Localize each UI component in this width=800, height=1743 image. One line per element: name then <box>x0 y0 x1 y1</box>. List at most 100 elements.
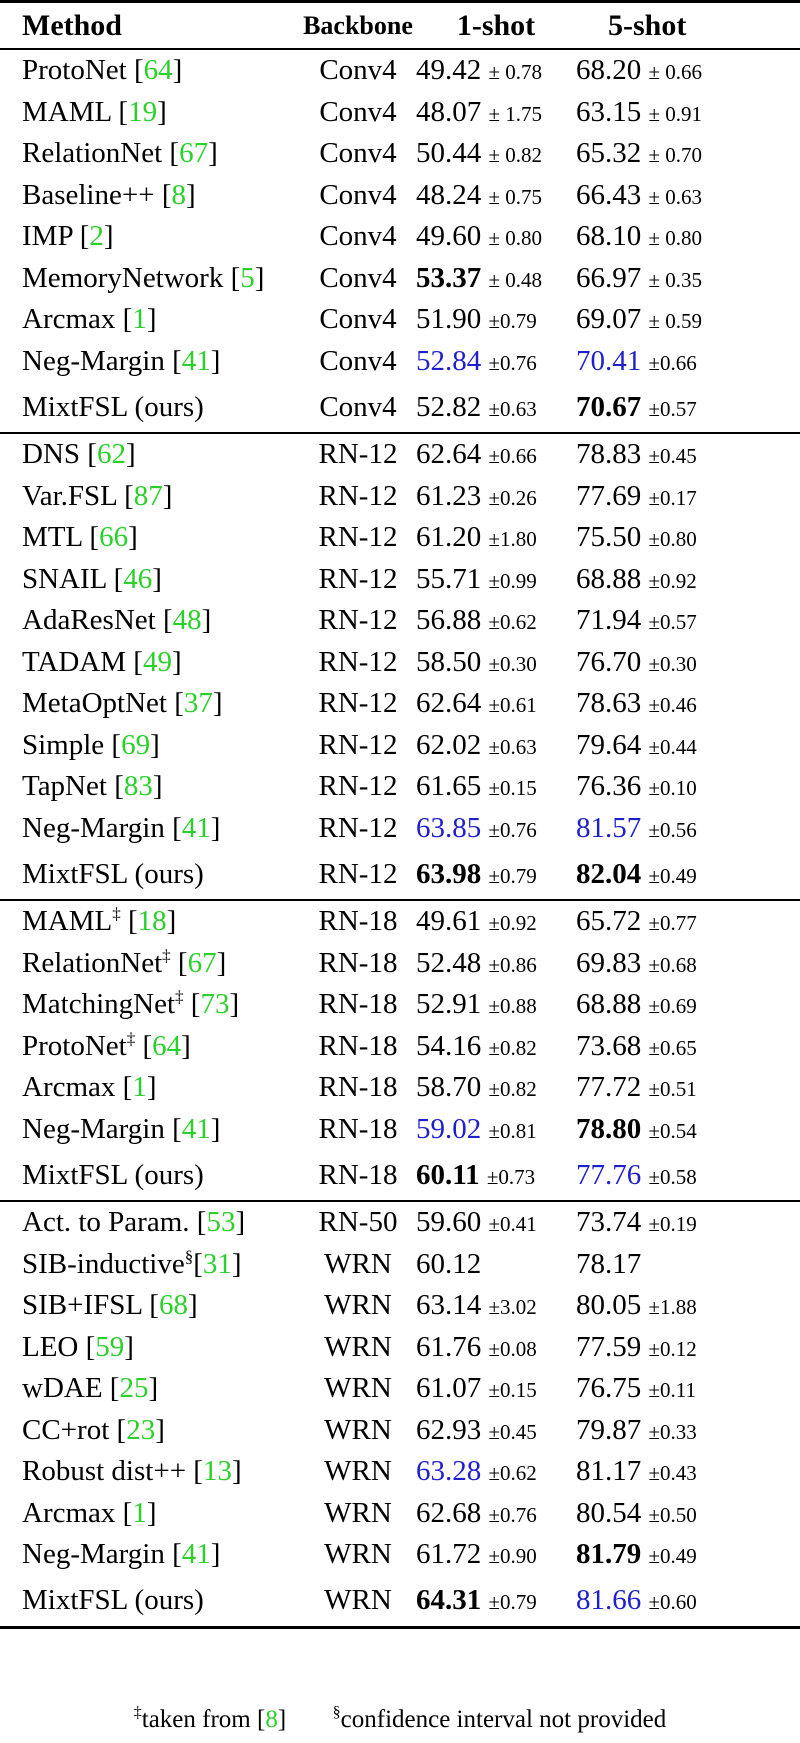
citation-link[interactable]: 46 <box>123 562 153 595</box>
one-shot-ci: ±0.90 <box>488 1544 537 1569</box>
citation-link[interactable]: 37 <box>183 687 213 720</box>
one-shot-ci: ±0.45 <box>488 1419 537 1444</box>
backbone-cell: WRN <box>324 1455 392 1488</box>
one-shot-cell: 52.91 ±0.88 <box>416 984 576 1026</box>
method-cell: Neg-Margin [41] <box>22 1538 221 1571</box>
citation-link[interactable]: 67 <box>187 946 217 979</box>
five-shot-ci: ± 0.66 <box>648 60 703 85</box>
method-footnote-mark: ‡ <box>126 1028 136 1048</box>
one-shot-ci: ±0.99 <box>488 568 537 593</box>
method-cell: DNS [62] <box>22 438 136 471</box>
one-shot-cell: 62.02 ±0.63 <box>416 725 576 767</box>
one-shot-ci: ±0.86 <box>488 952 537 977</box>
citation-link[interactable]: 87 <box>133 479 163 512</box>
one-shot-cell: 62.64 ±0.61 <box>416 683 576 725</box>
footnote-dagger-citation[interactable]: 8 <box>265 1706 278 1733</box>
method-cell: MetaOptNet [37] <box>22 687 223 720</box>
citation-link[interactable]: 64 <box>143 54 173 87</box>
five-shot-ci: ±0.77 <box>648 911 697 936</box>
table-row: MixtFSL (ours) RN-12 63.98 ±0.79 82.04 ±0.4… <box>0 849 800 901</box>
method-cell: MTL [66] <box>22 521 138 554</box>
five-shot-value: 68.88 <box>576 562 642 595</box>
citation-link[interactable]: 25 <box>119 1372 149 1405</box>
method-cell: Simple [69] <box>22 728 160 761</box>
one-shot-cell: 48.24 ± 0.75 <box>416 175 576 217</box>
citation-link[interactable]: 64 <box>152 1029 182 1062</box>
citation-link[interactable]: 41 <box>181 1112 211 1145</box>
citation-link[interactable]: 62 <box>96 438 126 471</box>
five-shot-cell: 73.74 ±0.19 <box>576 1201 800 1244</box>
citation-link[interactable]: 5 <box>240 261 255 294</box>
one-shot-cell: 59.60 ±0.41 <box>416 1201 576 1244</box>
citation-link[interactable]: 68 <box>158 1289 188 1322</box>
five-shot-ci: ±0.60 <box>648 1590 697 1614</box>
five-shot-value: 76.75 <box>576 1372 642 1405</box>
backbone-cell: WRN <box>324 1538 392 1571</box>
five-shot-value: 65.32 <box>576 137 642 170</box>
backbone-cell: Conv4 <box>319 178 397 211</box>
citation-link[interactable]: 83 <box>123 770 153 803</box>
method-cell: Robust dist++ [13] <box>22 1455 242 1488</box>
citation-link[interactable]: 1 <box>132 1496 147 1529</box>
method-footnote-mark: ‡ <box>175 987 184 1007</box>
citation-link[interactable]: 41 <box>181 811 211 844</box>
one-shot-ci: ±0.92 <box>488 911 537 936</box>
citation-link[interactable]: 66 <box>99 521 129 554</box>
one-shot-ci: ±0.41 <box>488 1212 537 1237</box>
citation-link[interactable]: 49 <box>142 645 172 678</box>
five-shot-value: 68.10 <box>576 220 642 253</box>
backbone-cell: WRN <box>324 1247 392 1280</box>
citation-link[interactable]: 67 <box>179 137 209 170</box>
table-row: wDAE [25] WRN 61.07 ±0.15 76.75 ±0.11 <box>0 1368 800 1410</box>
citation-link[interactable]: 41 <box>181 344 211 377</box>
citation-link[interactable]: 48 <box>172 604 202 637</box>
backbone-cell: RN-12 <box>318 687 398 720</box>
citation-link[interactable]: 18 <box>137 905 167 938</box>
five-shot-ci: ±0.51 <box>648 1077 697 1102</box>
backbone-cell: Conv4 <box>319 261 397 294</box>
one-shot-ci: ± 0.78 <box>488 60 543 85</box>
table-row: CC+rot [23] WRN 62.93 ±0.45 79.87 ±0.33 <box>0 1410 800 1452</box>
citation-link[interactable]: 1 <box>132 303 147 336</box>
citation-link[interactable]: 1 <box>132 1071 147 1104</box>
five-shot-value: 79.87 <box>576 1413 642 1446</box>
table-row: LEO [59] WRN 61.76 ±0.08 77.59 ±0.12 <box>0 1327 800 1369</box>
citation-link[interactable]: 59 <box>95 1330 125 1363</box>
one-shot-value: 62.64 <box>416 438 482 471</box>
citation-link[interactable]: 73 <box>200 988 230 1021</box>
citation-link[interactable]: 31 <box>202 1247 232 1280</box>
citation-link[interactable]: 2 <box>89 220 104 253</box>
five-shot-ci: ±0.56 <box>648 817 697 842</box>
five-shot-cell: 81.17 ±0.43 <box>576 1451 800 1493</box>
citation-link[interactable]: 8 <box>171 178 187 211</box>
citation-link[interactable]: 41 <box>181 1538 211 1571</box>
citation-link[interactable]: 19 <box>128 95 158 128</box>
method-name: IMP <box>22 220 73 253</box>
table-row: MemoryNetwork [5] Conv4 53.37 ± 0.48 66.97 … <box>0 258 800 300</box>
five-shot-value: 81.66 <box>576 1584 642 1616</box>
five-shot-value: 77.69 <box>576 479 642 512</box>
method-name: Simple <box>22 728 105 761</box>
five-shot-cell: 79.64 ±0.44 <box>576 725 800 767</box>
citation-link[interactable]: 69 <box>121 728 151 761</box>
footnote-dagger-text: taken from <box>141 1706 257 1733</box>
citation-link[interactable]: 23 <box>126 1413 156 1446</box>
citation-link[interactable]: 13 <box>202 1455 232 1488</box>
five-shot-cell: 63.15 ± 0.91 <box>576 92 800 134</box>
five-shot-cell: 71.94 ±0.57 <box>576 600 800 642</box>
table-row: TADAM [49] RN-12 58.50 ±0.30 76.70 ±0.30 <box>0 642 800 684</box>
one-shot-value: 59.02 <box>416 1112 482 1145</box>
backbone-cell: Conv4 <box>319 220 397 253</box>
table-row: Arcmax [1] RN-18 58.70 ±0.82 77.72 ±0.51 <box>0 1067 800 1109</box>
one-shot-cell: 62.64 ±0.66 <box>416 433 576 476</box>
five-shot-ci: ± 0.63 <box>648 184 703 209</box>
five-shot-value: 77.76 <box>576 1158 642 1191</box>
five-shot-ci: ±0.50 <box>648 1502 697 1527</box>
method-name: wDAE <box>22 1372 103 1405</box>
five-shot-cell: 68.20 ± 0.66 <box>576 49 800 92</box>
table-row: Arcmax [1] Conv4 51.90 ±0.79 69.07 ± 0.59 <box>0 299 800 341</box>
citation-link[interactable]: 53 <box>206 1206 236 1239</box>
one-shot-ci: ±0.30 <box>488 651 537 676</box>
method-cell: SIB-inductive§[31] <box>22 1246 242 1280</box>
